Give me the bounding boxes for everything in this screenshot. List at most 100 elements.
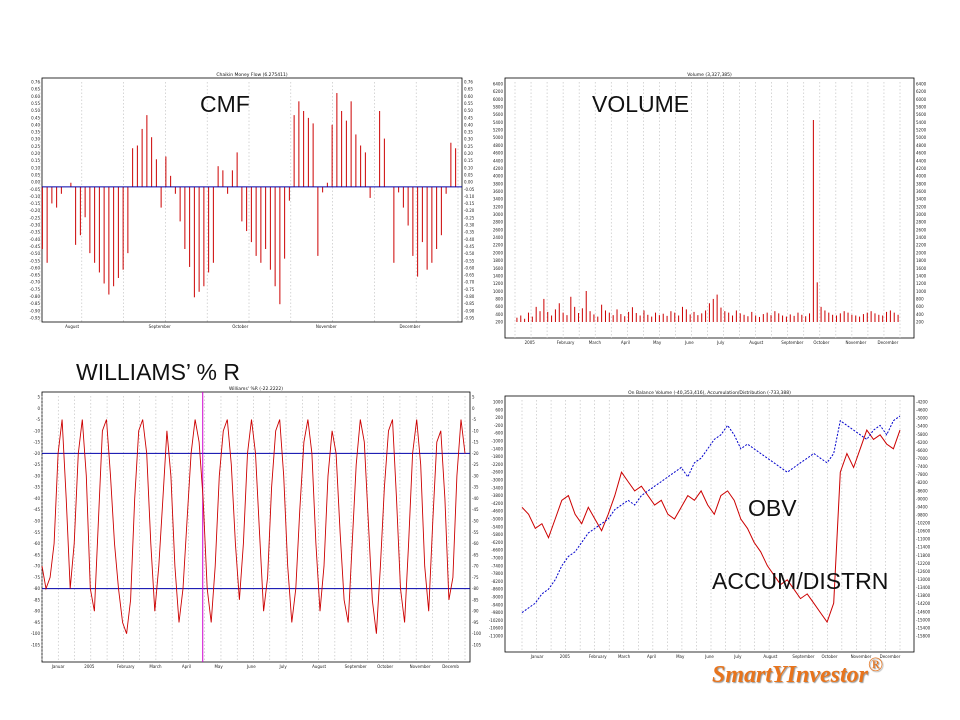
williams-ytick-right: -50 [472, 519, 479, 524]
registered-mark: ® [868, 654, 884, 676]
williams-ytick-right: -45 [472, 507, 479, 512]
cmf-ytick-right: -0.15 [464, 201, 475, 206]
obv_accum-ytick-right: -13000 [916, 577, 931, 582]
obv_accum-xtick: June [704, 654, 714, 659]
cmf-ytick-right: -0.25 [464, 215, 475, 220]
cmf-ytick-right: 0.65 [464, 87, 473, 92]
obv_accum-ytick: -3000 [491, 478, 503, 483]
volume-xtick: September [781, 340, 803, 345]
williams-xtick: July [279, 664, 288, 669]
williams-ytick: -35 [33, 485, 40, 490]
obv_accum-ytick: -1800 [491, 454, 503, 459]
williams-ytick: -70 [33, 564, 40, 569]
cmf-ytick: -0.90 [30, 308, 41, 313]
volume-ytick-right: 1600 [916, 266, 927, 271]
obv_accum-ytick: 600 [495, 407, 503, 412]
williams-ytick-right: -30 [472, 473, 479, 478]
cmf-ytick: 0.30 [31, 137, 40, 142]
williams-xtick: June [246, 664, 256, 669]
cmf-ytick: -0.60 [30, 265, 41, 270]
obv_accum-ytick-right: -9800 [916, 512, 928, 517]
volume-ytick: 6200 [493, 89, 504, 94]
cmf-ytick: 0.55 [31, 101, 40, 106]
obv_accum-ytick-right: -11800 [916, 553, 931, 558]
volume-ytick: 400 [495, 312, 503, 317]
cmf-xtick: October [232, 324, 248, 329]
cmf-ytick: -0.30 [30, 223, 41, 228]
cmf-ytick-right: 0.15 [464, 158, 473, 163]
obv_accum-ytick-right: -10600 [916, 529, 931, 534]
cmf-ytick: -0.85 [30, 301, 41, 306]
volume-ytick: 4000 [493, 174, 504, 179]
obv_accum-ytick: -9800 [491, 610, 503, 615]
williams-ytick: -80 [33, 586, 40, 591]
volume-ytick-right: 4800 [916, 143, 927, 148]
volume-ytick: 6000 [493, 97, 504, 102]
cmf-ytick: -0.40 [30, 237, 41, 242]
cmf-ytick: -0.50 [30, 251, 41, 256]
obv_accum-ytick: -2200 [491, 462, 503, 467]
cmf-ytick-right: -0.20 [464, 208, 475, 213]
volume-ytick-right: 6200 [916, 89, 927, 94]
volume-label: VOLUME [592, 91, 689, 117]
williams-xtick: September [345, 664, 367, 669]
volume-ytick: 4200 [493, 166, 504, 171]
volume-ytick-right: 5000 [916, 135, 927, 140]
cmf-ytick: -0.15 [30, 201, 41, 206]
volume-ytick: 2800 [493, 220, 504, 225]
volume-xtick: April [621, 340, 630, 345]
volume-ytick-right: 2000 [916, 250, 927, 255]
obv_accum-ytick-right: -11000 [916, 537, 931, 542]
williams-ytick-right: 0 [472, 406, 475, 411]
obv_accum-ytick: -1000 [491, 439, 503, 444]
volume-ytick: 2400 [493, 235, 504, 240]
volume-frame [504, 77, 915, 339]
volume-ytick-right: 2200 [916, 243, 927, 248]
cmf-xtick: August [65, 324, 79, 329]
accum-distrn-line [521, 429, 901, 624]
williams-xtick: 2005 [84, 664, 95, 669]
volume-ytick: 6400 [493, 82, 504, 87]
obv_accum-ytick: -9000 [491, 595, 503, 600]
cmf-ytick-right: 0.00 [464, 180, 473, 185]
williams-ytick: 0 [37, 406, 40, 411]
volume-xtick: March [589, 340, 602, 345]
volume-ytick: 2000 [493, 250, 504, 255]
volume-ytick: 3400 [493, 197, 504, 202]
cmf-label: CMF [200, 91, 250, 117]
williams-xtick: August [312, 664, 326, 669]
williams-ytick-right: -15 [472, 440, 479, 445]
cmf-ytick: 0.25 [31, 144, 40, 149]
volume-ytick-right: 5400 [916, 120, 927, 125]
volume-chart: 6400 6400 6200 6200 6000 6000 5800 5800 5600 5600… [493, 72, 927, 345]
volume-ytick: 1600 [493, 266, 504, 271]
williams-ytick: -20 [33, 451, 40, 456]
cmf-ytick-right: -0.05 [464, 187, 475, 192]
williams-ytick-right: -10 [472, 428, 479, 433]
williams-ytick: -50 [33, 519, 40, 524]
obv_accum-xtick: April [647, 654, 656, 659]
volume-ytick-right: 4600 [916, 151, 927, 156]
cmf-ytick: 0.65 [31, 87, 40, 92]
williams-ytick: -10 [33, 428, 40, 433]
volume-ytick: 1200 [493, 281, 504, 286]
volume-ytick: 200 [495, 320, 503, 325]
cmf-ytick-right: 0.25 [464, 144, 473, 149]
obv_accum-xtick: November [851, 654, 872, 659]
cmf-ytick-right: -0.65 [464, 273, 475, 278]
williams-ytick-right: -90 [472, 609, 479, 614]
cmf-ytick: 0.15 [31, 158, 40, 163]
obv_accum-ytick-right: -8200 [916, 480, 928, 485]
volume-ytick-right: 3000 [916, 212, 927, 217]
obv_accum-ytick-right: -7400 [916, 464, 928, 469]
obv_accum-ytick-right: -9000 [916, 496, 928, 501]
volume-ytick-right: 1800 [916, 258, 927, 263]
obv_accum-xtick: December [880, 654, 901, 659]
cmf-ytick: -0.35 [30, 230, 41, 235]
williams-xtick: May [214, 664, 223, 669]
obv_accum-ytick: -7400 [491, 563, 503, 568]
cmf-ytick-right: -0.60 [464, 265, 475, 270]
volume-ytick: 2600 [493, 227, 504, 232]
cmf-ytick: -0.45 [30, 244, 41, 249]
cmf-ytick-right: -0.90 [464, 308, 475, 313]
